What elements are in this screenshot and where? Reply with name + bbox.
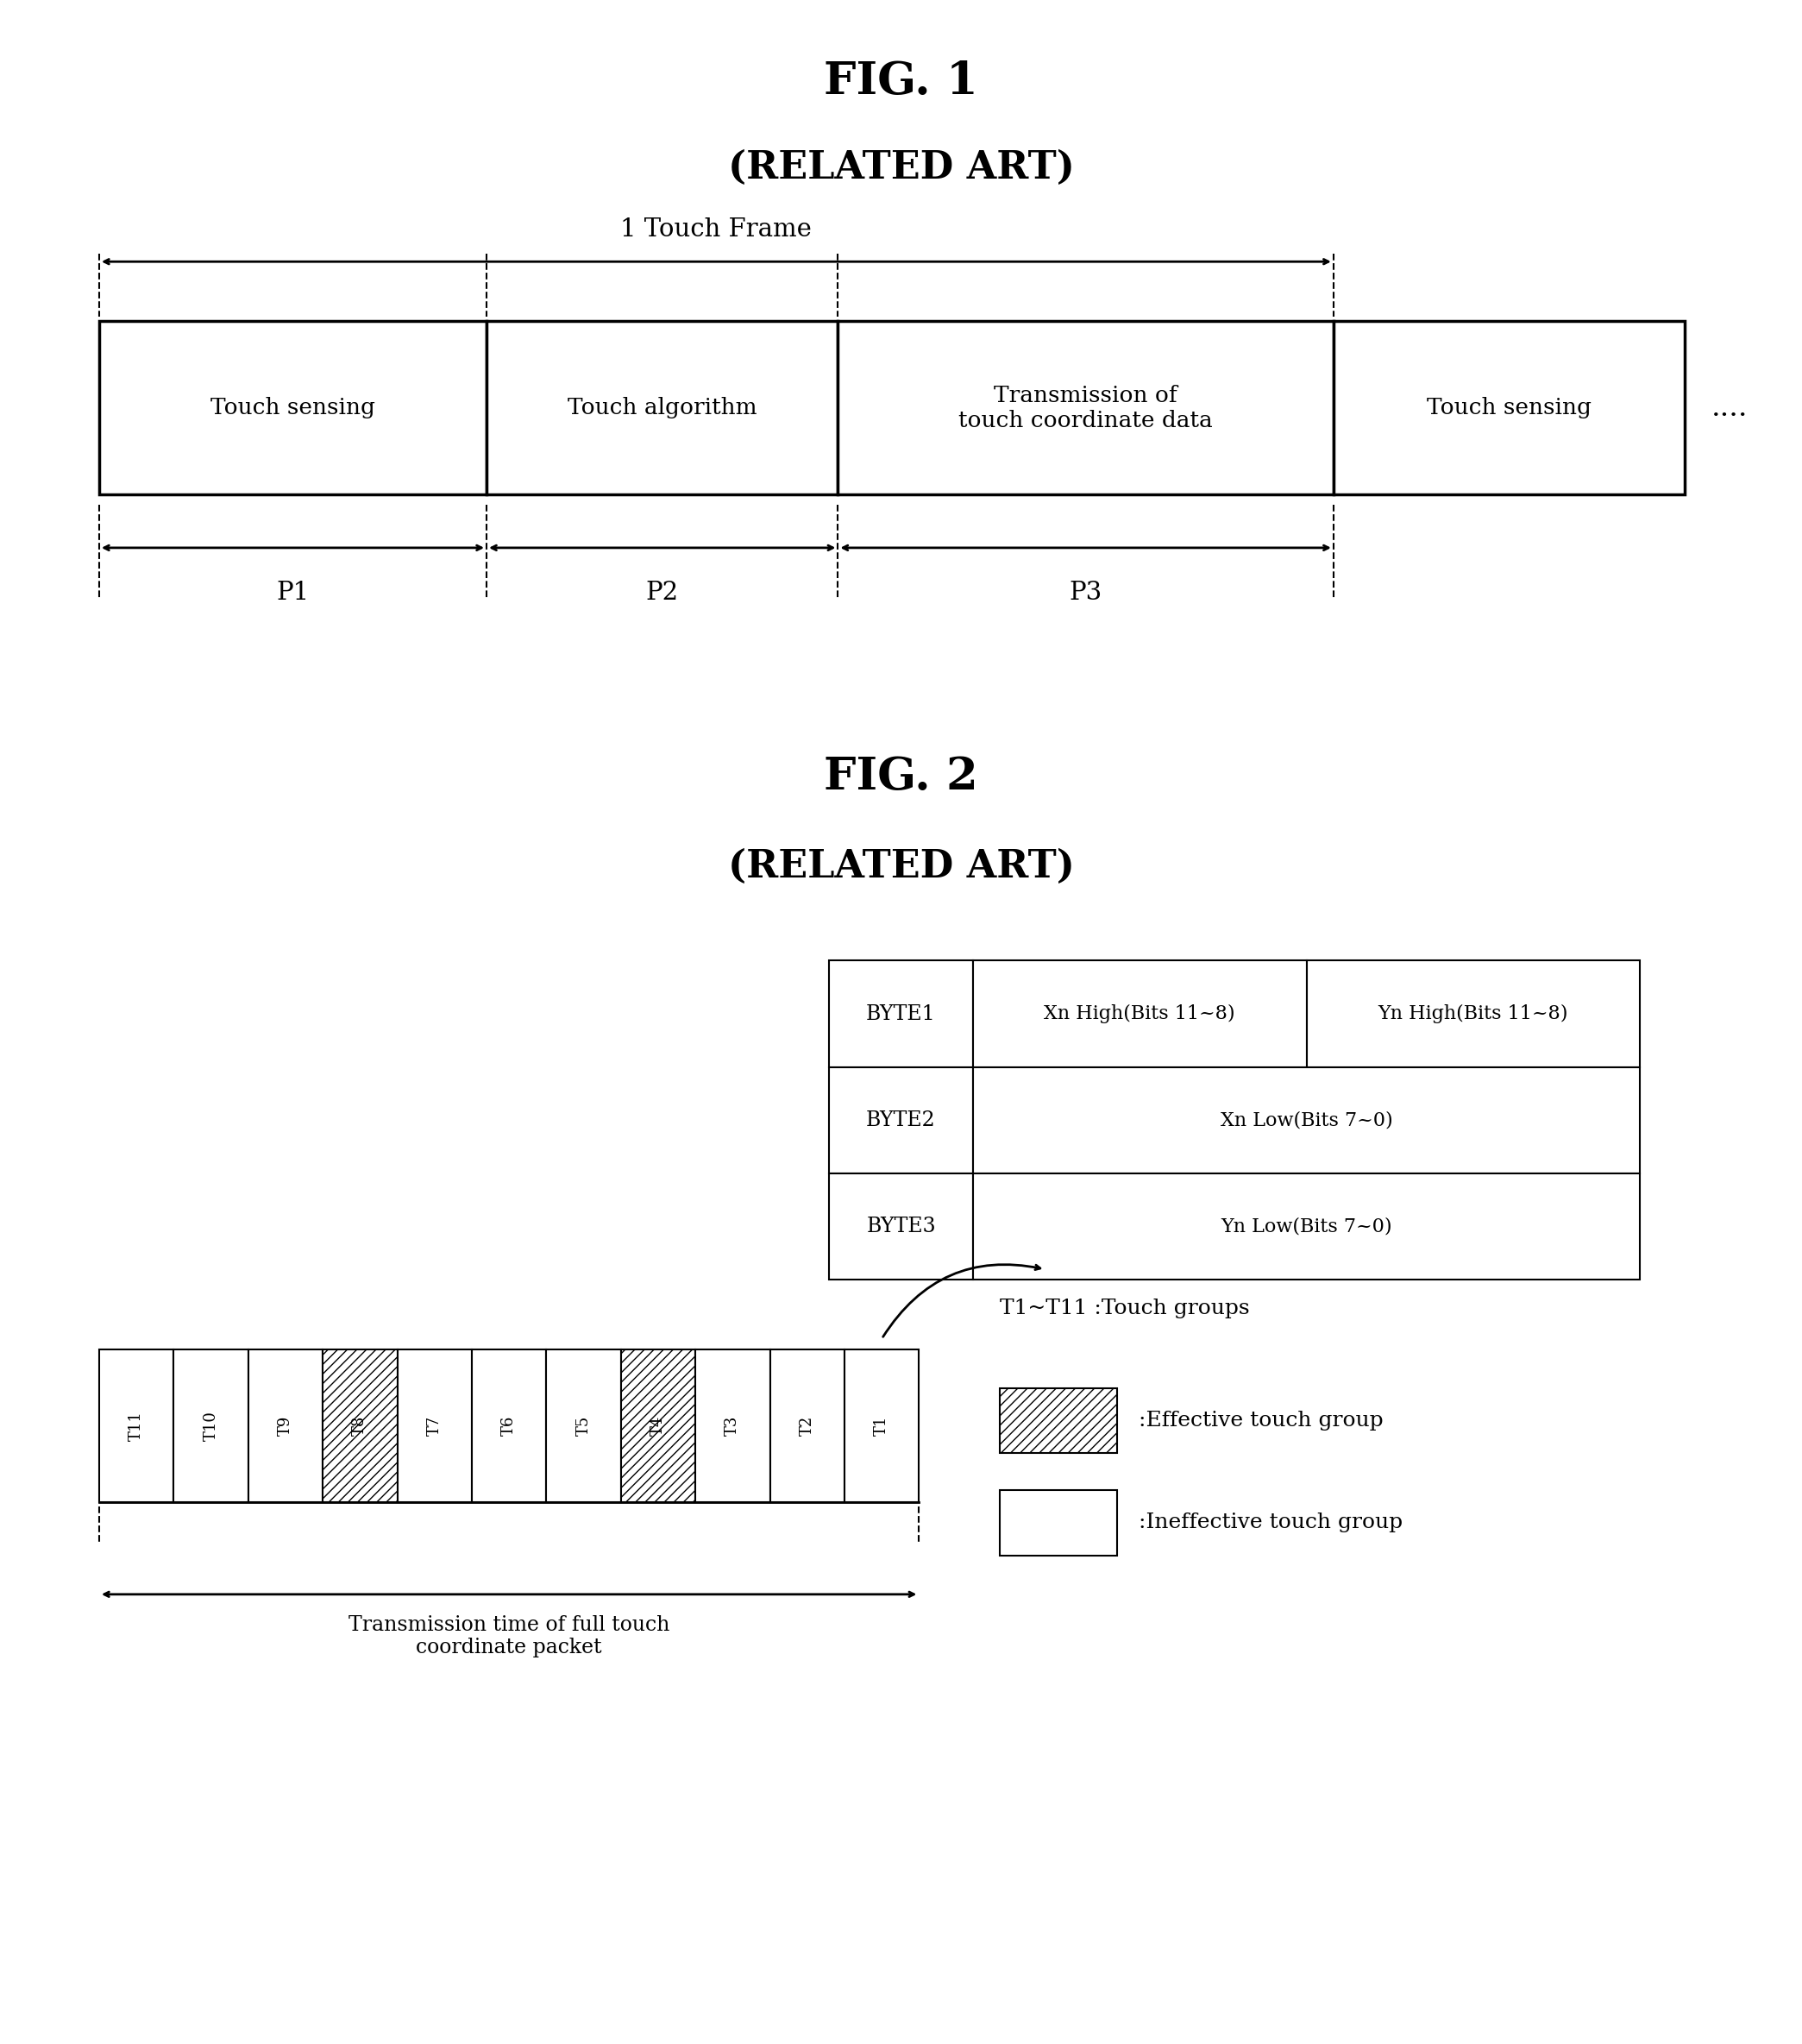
- Bar: [829, 1173, 973, 1280]
- Bar: [845, 1349, 919, 1502]
- Bar: [769, 1349, 845, 1502]
- Text: (RELATED ART): (RELATED ART): [728, 848, 1074, 885]
- Bar: [829, 1067, 973, 1173]
- Text: T10: T10: [204, 1410, 218, 1441]
- Bar: [396, 1349, 472, 1502]
- Bar: [1000, 1388, 1117, 1453]
- Bar: [99, 1349, 173, 1502]
- Bar: [1000, 1490, 1117, 1555]
- Text: P2: P2: [645, 580, 679, 605]
- Text: T1~T11 :Touch groups: T1~T11 :Touch groups: [1000, 1298, 1251, 1318]
- Bar: [973, 1173, 1640, 1280]
- Text: Yn High(Bits 11~8): Yn High(Bits 11~8): [1379, 1004, 1568, 1024]
- Bar: [973, 961, 1306, 1067]
- Text: Touch algorithm: Touch algorithm: [568, 397, 757, 419]
- Text: T7: T7: [427, 1416, 441, 1435]
- Text: T9: T9: [278, 1416, 294, 1435]
- Text: T4: T4: [651, 1416, 667, 1435]
- Bar: [829, 961, 973, 1067]
- Text: Xn Low(Bits 7~0): Xn Low(Bits 7~0): [1220, 1110, 1393, 1130]
- Text: :Effective touch group: :Effective touch group: [1139, 1410, 1384, 1431]
- Text: BYTE1: BYTE1: [867, 1004, 935, 1024]
- Text: T2: T2: [800, 1416, 815, 1435]
- Bar: [1333, 321, 1685, 495]
- Bar: [99, 321, 487, 495]
- Text: Yn Low(Bits 7~0): Yn Low(Bits 7~0): [1220, 1216, 1393, 1237]
- Text: T5: T5: [577, 1416, 591, 1435]
- Bar: [323, 1349, 396, 1502]
- Bar: [487, 321, 838, 495]
- Text: T1: T1: [874, 1416, 890, 1435]
- Text: Touch sensing: Touch sensing: [1427, 397, 1591, 419]
- Text: P3: P3: [1069, 580, 1103, 605]
- Text: :Ineffective touch group: :Ineffective touch group: [1139, 1513, 1404, 1533]
- Text: T3: T3: [724, 1416, 741, 1435]
- Bar: [973, 1067, 1640, 1173]
- Text: 1 Touch Frame: 1 Touch Frame: [620, 217, 813, 241]
- Bar: [838, 321, 1333, 495]
- Bar: [173, 1349, 249, 1502]
- Text: T6: T6: [501, 1416, 517, 1435]
- Text: (RELATED ART): (RELATED ART): [728, 149, 1074, 186]
- Text: Touch sensing: Touch sensing: [211, 397, 375, 419]
- Text: ....: ....: [1712, 394, 1748, 421]
- Text: FIG. 1: FIG. 1: [824, 59, 978, 104]
- Text: P1: P1: [276, 580, 310, 605]
- Bar: [1306, 961, 1640, 1067]
- Text: Transmission of
touch coordinate data: Transmission of touch coordinate data: [959, 384, 1213, 431]
- Text: Xn High(Bits 11~8): Xn High(Bits 11~8): [1043, 1004, 1236, 1024]
- Text: FIG. 2: FIG. 2: [824, 754, 978, 799]
- Bar: [249, 1349, 323, 1502]
- Bar: [472, 1349, 546, 1502]
- Text: BYTE2: BYTE2: [867, 1110, 935, 1130]
- Bar: [546, 1349, 622, 1502]
- Text: T11: T11: [128, 1410, 144, 1441]
- Text: T8: T8: [351, 1416, 368, 1435]
- Text: Transmission time of full touch
coordinate packet: Transmission time of full touch coordina…: [348, 1615, 670, 1658]
- Bar: [696, 1349, 769, 1502]
- Text: BYTE3: BYTE3: [867, 1216, 935, 1237]
- Bar: [622, 1349, 696, 1502]
